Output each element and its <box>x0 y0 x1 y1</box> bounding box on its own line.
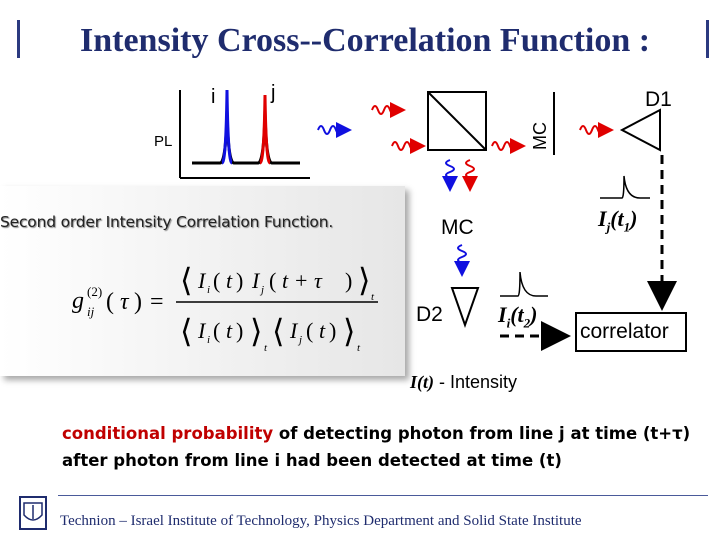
label-pl: PL <box>154 133 173 150</box>
technion-logo <box>19 496 47 530</box>
svg-text:I: I <box>251 268 261 293</box>
svg-text:i: i <box>207 284 210 296</box>
svg-text:⟩: ⟩ <box>343 313 355 349</box>
panel-title: Second order Intensity Correlation Funct… <box>0 213 334 231</box>
label-d1: D1 <box>645 88 672 111</box>
svg-text:(: ( <box>213 268 220 293</box>
label-mc-lower: MC <box>441 216 474 239</box>
label-mc-vertical: MC <box>530 122 550 150</box>
svg-text:t: t <box>264 342 268 354</box>
svg-text:(: ( <box>213 318 220 343</box>
svg-text:i: i <box>207 334 210 346</box>
title-frame-left <box>17 20 20 58</box>
svg-text:I: I <box>289 318 299 343</box>
svg-text:(: ( <box>269 268 276 293</box>
label-ii-t2: Ii(t2) <box>498 302 538 331</box>
label-j: j <box>271 82 276 104</box>
pulse-d2 <box>500 271 548 297</box>
caption-part1: of detecting photon from line j at time … <box>273 424 673 443</box>
beam-splitter <box>427 91 487 151</box>
caption-tau: τ <box>672 424 683 443</box>
svg-text:t: t <box>357 342 361 354</box>
svg-text:I: I <box>197 318 207 343</box>
caption-red: conditional probability <box>62 424 274 443</box>
title-frame-right <box>706 20 709 58</box>
svg-text:=: = <box>150 289 164 315</box>
correlator-box <box>575 312 687 352</box>
label-ij-t1: Ij(t1) <box>598 206 638 235</box>
caption-part2: ) after photon from line i had been dete… <box>62 424 691 470</box>
svg-text:⟨: ⟨ <box>180 313 192 349</box>
svg-text:(: ( <box>106 289 114 315</box>
photon-waves <box>317 102 614 277</box>
pl-spectrum <box>179 89 310 179</box>
svg-text:⟨: ⟨ <box>180 262 192 298</box>
intensity-note: I(t) - Intensity <box>410 372 517 393</box>
svg-text:t: t <box>371 291 375 303</box>
svg-text:t + τ: t + τ <box>282 268 323 293</box>
svg-text:⟩: ⟩ <box>250 313 262 349</box>
mc-vertical-box <box>540 92 554 152</box>
signal-lines <box>500 155 677 351</box>
pulse-d1 <box>600 175 650 199</box>
d2-detector <box>450 287 480 329</box>
svg-text:t: t <box>226 268 233 293</box>
svg-text:j: j <box>259 284 264 296</box>
svg-text:t: t <box>226 318 233 343</box>
svg-text:⟩: ⟩ <box>358 262 370 298</box>
footer-text: Technion – Israel Institute of Technolog… <box>60 513 582 529</box>
svg-text:⟨: ⟨ <box>272 313 284 349</box>
caption: conditional probability of detecting pho… <box>62 420 702 474</box>
svg-text:(: ( <box>306 318 313 343</box>
svg-text:): ) <box>329 318 336 343</box>
svg-text:): ) <box>134 289 142 315</box>
svg-text:j: j <box>297 334 302 346</box>
correlator-label: correlator <box>580 320 669 343</box>
svg-text:t: t <box>319 318 326 343</box>
svg-text:I: I <box>197 268 207 293</box>
svg-text:ij: ij <box>87 304 95 319</box>
page-title: Intensity Cross--Correlation Function : <box>80 22 651 59</box>
svg-text:(2): (2) <box>87 284 102 299</box>
intensity-symbol: I(t) <box>410 372 434 392</box>
svg-text:g: g <box>72 288 84 314</box>
d1-detector <box>619 108 661 152</box>
svg-text:): ) <box>236 268 243 293</box>
label-i: i <box>211 86 216 108</box>
label-d2: D2 <box>416 303 443 326</box>
footer-divider <box>58 495 708 496</box>
intensity-text: - Intensity <box>434 372 518 392</box>
svg-text:τ: τ <box>120 289 130 315</box>
formula-panel <box>0 186 405 376</box>
svg-text:): ) <box>236 318 243 343</box>
svg-text:): ) <box>345 268 352 293</box>
